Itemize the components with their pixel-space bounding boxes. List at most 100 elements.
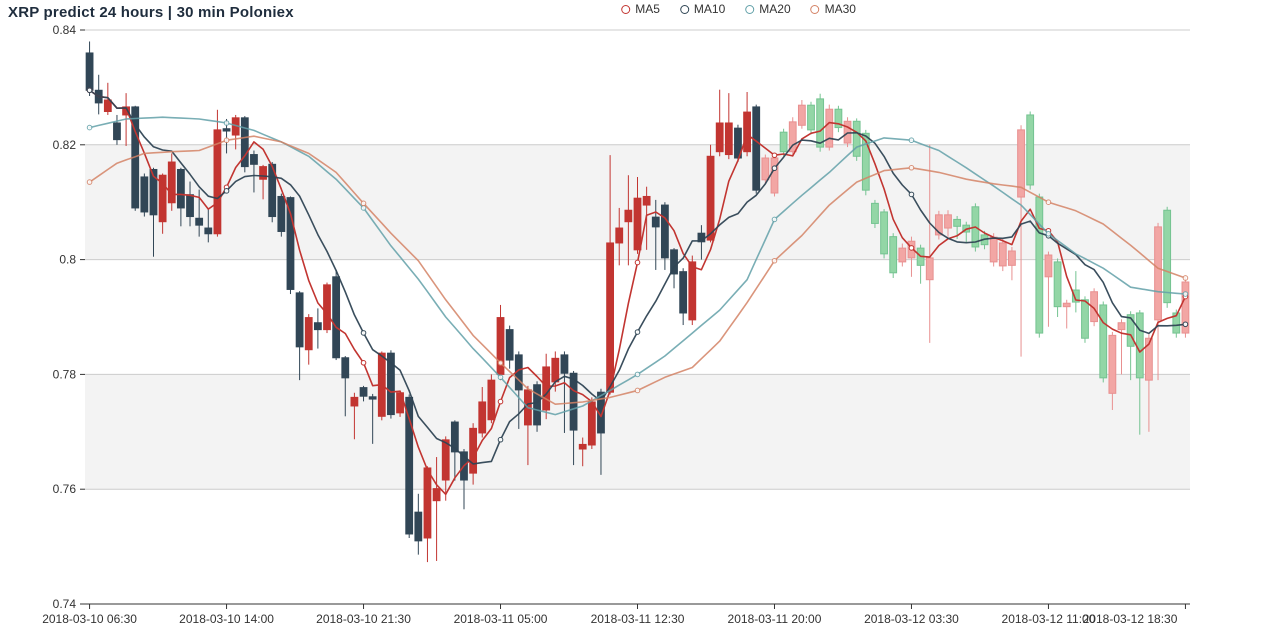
x-axis-label: 2018-03-10 21:30 [316,612,411,626]
candle-down [140,176,149,213]
candle-up [350,396,359,407]
legend-item-ma30[interactable]: MA30 [810,2,856,16]
predicted-candle-down [861,132,870,191]
candle-down [405,396,414,535]
predicted-candle-down [871,202,879,224]
predicted-candle-up [788,121,797,153]
legend-circle-icon [810,4,820,14]
legend-item-ma5[interactable]: MA5 [621,2,660,16]
ma30-marker-icon [1045,199,1052,205]
candle-down [286,197,295,290]
candle-up [259,166,267,180]
y-axis-label: 0.74 [53,597,77,611]
candle-up [469,427,478,474]
legend-label: MA20 [759,2,791,16]
ma20-marker-icon [634,371,641,378]
candle-up [158,174,167,223]
predicted-candle-down [1172,312,1181,334]
candle-down [533,384,541,426]
predicted-candle-up [1154,226,1162,321]
predicted-candle-down [1081,299,1089,339]
predicted-candle-down [1126,314,1135,347]
ma10-marker-icon [634,329,641,335]
candle-down [341,357,350,379]
candle-down [149,168,158,216]
candle-up [478,401,487,434]
ma10-marker-icon [908,191,915,198]
candle-down [734,127,742,159]
predicted-candle-down [889,236,898,274]
predicted-candle-down [852,120,861,157]
predicted-candle-up [1117,322,1126,331]
candle-up [578,443,587,450]
predicted-candle-up [761,157,770,181]
candle-up [487,379,496,421]
ma5-marker-icon [771,152,778,159]
candle-down [368,396,377,400]
candle-up [715,122,724,153]
x-axis-label: 2018-03-11 05:00 [454,612,548,626]
candles-group[interactable] [85,41,1190,563]
candle-up [706,155,715,241]
legend-item-ma10[interactable]: MA10 [679,2,725,16]
x-axis-label: 2018-03-12 11:00 [1002,612,1096,626]
candle-down [250,154,258,165]
legend-label: MA5 [635,2,660,16]
candle-down [414,511,423,542]
candle-up [624,209,633,223]
candle-down [597,391,605,434]
candle-up [587,401,596,446]
ma20-marker-icon [223,120,230,126]
candle-up [606,242,615,393]
ma10-marker-icon [223,188,230,194]
chart-title: XRP predict 24 hours | 30 min Poloniex [8,4,294,21]
candle-up [688,261,697,321]
candle-down [670,249,678,275]
predicted-candle-down [1026,114,1035,186]
predicted-candle-down [880,211,888,255]
predicted-candle-up [1062,302,1071,308]
predicted-candle-down [834,108,843,129]
x-axis-label: 2018-03-11 20:00 [728,612,822,626]
predicted-candle-down [1135,312,1144,379]
candle-up [551,357,560,383]
predicted-candle-up [1108,334,1117,394]
ma30-line [86,135,1189,405]
ma30-marker-icon [86,179,93,185]
ma10-line [86,87,1189,465]
legend-item-ma20[interactable]: MA20 [745,2,791,16]
ma20-marker-icon [1182,291,1189,297]
ma10-marker-icon [1182,321,1189,328]
x-axis-label: 2018-03-12 18:30 [1083,612,1178,626]
candle-up [441,439,450,481]
candle-down [313,322,322,331]
predicted-candle-up [934,214,943,236]
ma10-marker-icon [497,436,504,443]
ma5-marker-icon [634,259,641,266]
candle-down [560,354,569,374]
candle-up [615,227,624,244]
candle-down [359,387,368,397]
ma30-marker-icon [771,257,778,264]
predicted-candle-down [1163,209,1172,304]
ma20-line [86,116,1189,416]
ma30-marker-icon [908,164,915,171]
ma20-marker-icon [86,124,93,131]
x-axis-label: 2018-03-10 14:00 [179,612,274,626]
legend: MA5 MA10 MA20 MA30 [621,2,856,16]
candle-down [752,106,761,191]
split-areas [85,144,1190,490]
candle-up [122,106,130,116]
predicted-candle-down [816,98,825,148]
candle-down [679,271,688,314]
predicted-candle-up [825,108,834,148]
candle-down [295,292,304,348]
ma10-marker-icon [360,330,367,336]
candle-up [642,195,651,206]
predicted-candle-up [1145,337,1153,381]
candle-up [167,161,176,204]
ma20-marker-icon [908,137,915,144]
candle-down [387,352,395,416]
